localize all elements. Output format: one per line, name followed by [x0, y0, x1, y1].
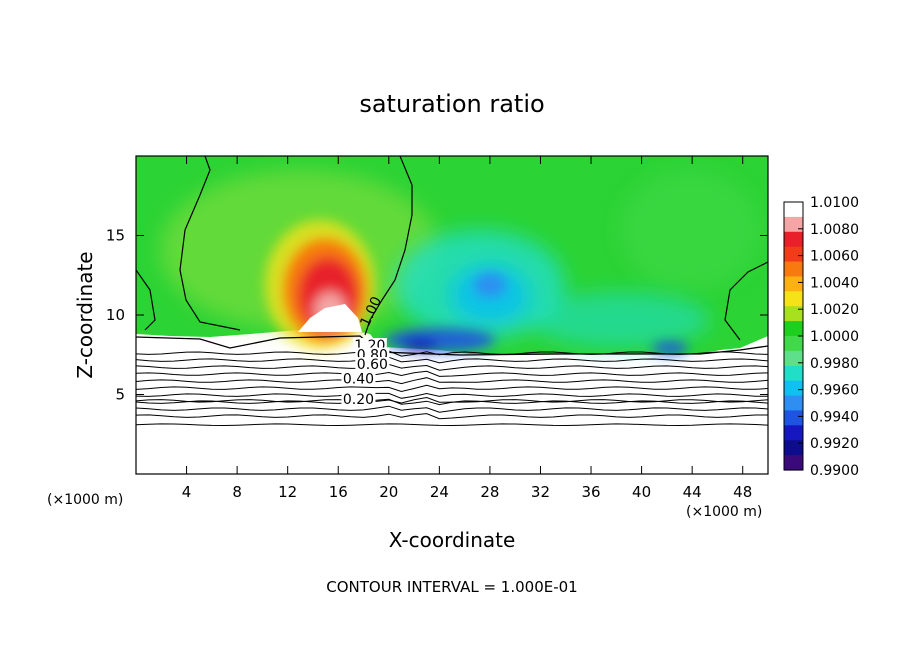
colorbar-swatch: [784, 425, 803, 441]
x-unit-left: (×1000 m): [47, 492, 123, 508]
colorbar-label: 1.0000: [810, 329, 859, 345]
colorbar-swatch: [784, 306, 803, 322]
contour-label: 0.40: [343, 371, 374, 387]
colorbar-swatch: [784, 395, 803, 412]
colorbar-label: 0.9940: [810, 409, 859, 425]
contour-level-0.9: [136, 370, 768, 377]
colorbar-label: 0.9980: [810, 356, 859, 372]
colorbar-swatch: [784, 216, 803, 233]
colorbar-swatch: [784, 246, 803, 263]
contour-level-0.8: [136, 377, 768, 385]
colorbar-swatch: [784, 365, 803, 382]
x-tick-label: 8: [232, 483, 242, 501]
colorbar-swatch: [784, 410, 803, 426]
colorbar-label: 1.0040: [810, 275, 859, 291]
colorbar: 1.0100 1.0080 1.0060 1.0040 1.0020 1.0000 0.99…: [783, 195, 859, 479]
colorbar-swatch: [784, 336, 803, 352]
colorbar-swatch: [784, 276, 803, 292]
contour-level-0.1: [136, 423, 768, 427]
chart-title: saturation ratio: [359, 90, 544, 118]
colorbar-swatch: [784, 291, 803, 307]
contour-1.00-right: [724, 261, 768, 341]
colorbar-swatch: [784, 350, 803, 367]
contour-level-0.7: [136, 384, 768, 393]
contour-label-bg: [341, 392, 376, 407]
colorbar-swatch: [784, 455, 803, 471]
colorbar-swatch: [784, 380, 803, 397]
x-axis: 4 8 12 16 20 24 28 32 36 40 44 48: [182, 156, 752, 501]
contour-lines: [136, 350, 768, 427]
blue-band: [385, 328, 495, 352]
y-tick-label: 5: [115, 386, 125, 404]
contour-level-0.6: [136, 392, 768, 399]
colorbar-swatch: [784, 231, 803, 248]
blue-mid: [474, 273, 506, 297]
x-tick-label: 16: [329, 483, 348, 501]
colorbar-label: 1.0100: [810, 195, 859, 211]
contour-level-1.1: [136, 356, 768, 364]
cyan-region-2: [530, 292, 710, 348]
contour-level-0.3: [136, 413, 768, 420]
contour-interval-note: CONTOUR INTERVAL = 1.000E-01: [326, 578, 577, 596]
blue-spot-2: [652, 342, 688, 354]
colorbar-label: 1.0060: [810, 249, 859, 265]
x-tick-label: 12: [278, 483, 297, 501]
colorbar-label: 1.0080: [810, 222, 859, 238]
contour-level-0.5: [136, 398, 768, 406]
colorbar-swatch: [784, 261, 803, 278]
y-axis-label: Z-coordinate: [73, 251, 97, 378]
x-tick-label: 48: [733, 483, 752, 501]
x-tick-label: 20: [379, 483, 398, 501]
white-cap: [298, 304, 362, 332]
colorbar-label: 0.9920: [810, 436, 859, 452]
contour-1.00-left: [179, 156, 241, 331]
y-tick-label: 15: [106, 227, 125, 245]
colorbar-label: 0.9900: [810, 463, 859, 479]
x-unit-right: (×1000 m): [686, 504, 762, 520]
x-tick-label: 32: [531, 483, 550, 501]
colorbar-label: 0.9960: [810, 383, 859, 399]
contour-label: 0.60: [357, 357, 388, 373]
contour-level-1: [136, 363, 768, 371]
x-tick-label: 28: [480, 483, 499, 501]
x-tick-label: 36: [581, 483, 600, 501]
contour-1.00-lowleft: [136, 269, 156, 331]
contour-label-bg: [355, 357, 390, 372]
contour-labels: 1.200.800.600.400.201.00: [341, 294, 390, 408]
x-tick-label: 44: [683, 483, 702, 501]
colorbar-swatch: [784, 440, 803, 456]
dark-blue-spot: [402, 339, 438, 351]
colorbar-swatch: [784, 321, 803, 337]
x-tick-label: 40: [632, 483, 651, 501]
contour-label-bg: [341, 371, 376, 386]
contour-level-0.4: [136, 405, 768, 413]
light-green-haze-2: [620, 170, 760, 290]
y-tick-label: 10: [106, 306, 125, 324]
y-axis: 5 10 15: [106, 227, 768, 404]
x-tick-label: 4: [182, 483, 192, 501]
contour-label: 0.20: [343, 392, 374, 408]
colorbar-label: 1.0020: [810, 302, 859, 318]
contour-1.00-center: [364, 156, 413, 336]
x-axis-label: X-coordinate: [389, 528, 516, 552]
x-tick-label: 24: [430, 483, 449, 501]
colorbar-swatch: [784, 202, 803, 218]
plot-area: [136, 156, 768, 474]
